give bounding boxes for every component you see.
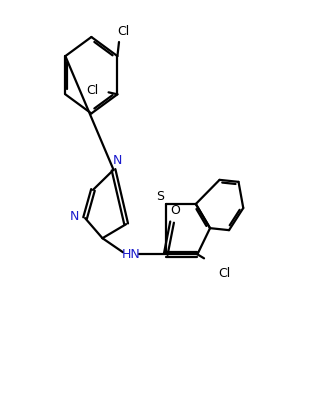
- Text: Cl: Cl: [86, 84, 99, 97]
- Text: O: O: [170, 204, 180, 217]
- Text: N: N: [70, 210, 80, 223]
- Text: Cl: Cl: [118, 25, 130, 38]
- Text: N: N: [113, 155, 122, 167]
- Text: HN: HN: [122, 248, 140, 261]
- Text: Cl: Cl: [219, 267, 231, 280]
- Text: S: S: [156, 190, 164, 203]
